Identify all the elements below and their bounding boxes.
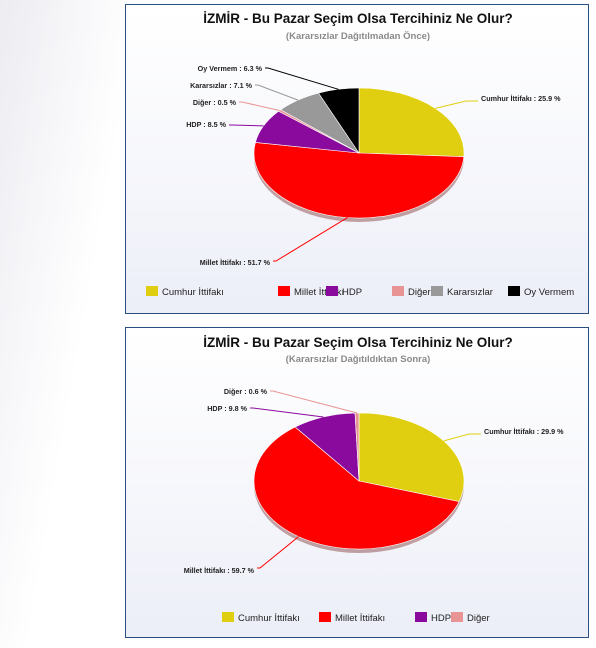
legend-swatch [319, 612, 331, 622]
legend-label: Cumhur İttifakı [238, 613, 300, 624]
leader-line-kararsizlar [255, 84, 299, 101]
legend-label: Cumhur İttifakı [162, 287, 224, 298]
pie-slice-millet-i-ttifaki[interactable] [253, 426, 460, 550]
leader-line-diger [270, 390, 358, 414]
pie-slices [253, 412, 465, 553]
slice-label-oy-vermem: Oy Vermem : 6.3 % [198, 64, 263, 73]
leader-line-millet-i-ttifaki [257, 536, 299, 569]
legend-label: Millet İttifakı [294, 287, 344, 298]
slice-label-millet-i-ttifaki: Millet İttifakı : 51.7 % [200, 258, 271, 267]
leader-line-hdp [250, 407, 324, 418]
chart-panel-after: İZMİR - Bu Pazar Seçim Olsa Tercihiniz N… [125, 327, 589, 638]
legend-swatch [278, 286, 290, 296]
slice-label-diger: Diğer : 0.5 % [193, 98, 237, 107]
chart-panel-before: İZMİR - Bu Pazar Seçim Olsa Tercihiniz N… [125, 4, 589, 314]
slice-labels: Cumhur İttifakı : 25.9 % Millet İttifakı … [186, 64, 561, 267]
legend-swatch [415, 612, 427, 622]
legend-swatch [392, 286, 404, 296]
leader-line-oy-vermem [265, 67, 339, 90]
legend-label: HDP [342, 287, 362, 298]
legend-item-kararsizlar[interactable]: Kararsızlar [431, 286, 493, 298]
legend-item-hdp[interactable]: HDP [326, 286, 362, 298]
slice-label-hdp: HDP : 9.8 % [207, 404, 247, 413]
legend-swatch [326, 286, 338, 296]
slice-label-cumhur-i-ttifaki: Cumhur İttifakı : 25.9 % [481, 94, 561, 103]
legend-swatch [508, 286, 520, 296]
legend-item-cumhur-i-ttifaki[interactable]: Cumhur İttifakı [146, 286, 224, 298]
legend-item-oy-vermem[interactable]: Oy Vermem [508, 286, 574, 298]
chart-subtitle: (Kararsızlar Dağıtıldıktan Sonra) [286, 354, 431, 365]
legend-label: Millet İttifakı [335, 613, 385, 624]
pie-slice-cumhur-i-ttifaki[interactable] [358, 412, 465, 502]
slice-labels: Cumhur İttifakı : 29.9 % Millet İttifakı … [184, 387, 564, 575]
leader-line-millet-i-ttifaki [273, 217, 348, 262]
legend-label: HDP [431, 613, 451, 624]
chart-legend: Cumhur İttifakı Millet İttifakı HDP Diğer [222, 612, 490, 624]
chart-subtitle: (Kararsızlar Dağıtılmadan Önce) [286, 31, 430, 42]
legend-swatch [431, 286, 443, 296]
pie-chart-before: İZMİR - Bu Pazar Seçim Olsa Tercihiniz N… [146, 11, 574, 298]
legend-swatch [222, 612, 234, 622]
legend-swatch [451, 612, 463, 622]
pie-slices [253, 87, 465, 222]
legend-label: Kararsızlar [447, 287, 493, 298]
leader-line-cumhur-i-ttifaki [435, 100, 478, 109]
legend-item-diger[interactable]: Diğer [392, 286, 431, 298]
slice-label-kararsizlar: Kararsızlar : 7.1 % [190, 81, 253, 90]
legend-item-cumhur-i-ttifaki[interactable]: Cumhur İttifakı [222, 612, 300, 624]
chart-title: İZMİR - Bu Pazar Seçim Olsa Tercihiniz N… [203, 11, 513, 26]
legend-label: Diğer [408, 287, 431, 298]
slice-label-diger: Diğer : 0.6 % [224, 387, 268, 396]
legend-swatch [146, 286, 158, 296]
legend-item-millet-i-ttifaki[interactable]: Millet İttifakı [319, 612, 385, 624]
chart-title: İZMİR - Bu Pazar Seçim Olsa Tercihiniz N… [203, 335, 513, 350]
slice-label-millet-i-ttifaki: Millet İttifakı : 59.7 % [184, 566, 255, 575]
slice-label-hdp: HDP : 8.5 % [186, 120, 226, 129]
legend-item-hdp[interactable]: HDP [415, 612, 451, 624]
leader-line-hdp [229, 124, 264, 127]
legend-label: Oy Vermem [524, 287, 574, 298]
legend-item-diger[interactable]: Diğer [451, 612, 490, 624]
pie-chart-after: İZMİR - Bu Pazar Seçim Olsa Tercihiniz N… [184, 335, 564, 624]
legend-label: Diğer [467, 613, 490, 624]
leader-line-cumhur-i-ttifaki [443, 433, 481, 442]
pie-slice-diger[interactable] [354, 412, 360, 482]
legend-item-millet-i-ttifaki[interactable]: Millet İttifakı [278, 286, 344, 298]
pie-slice-cumhur-i-ttifaki[interactable] [358, 87, 465, 157]
leader-line-diger [239, 101, 280, 111]
slice-label-cumhur-i-ttifaki: Cumhur İttifakı : 29.9 % [484, 427, 564, 436]
